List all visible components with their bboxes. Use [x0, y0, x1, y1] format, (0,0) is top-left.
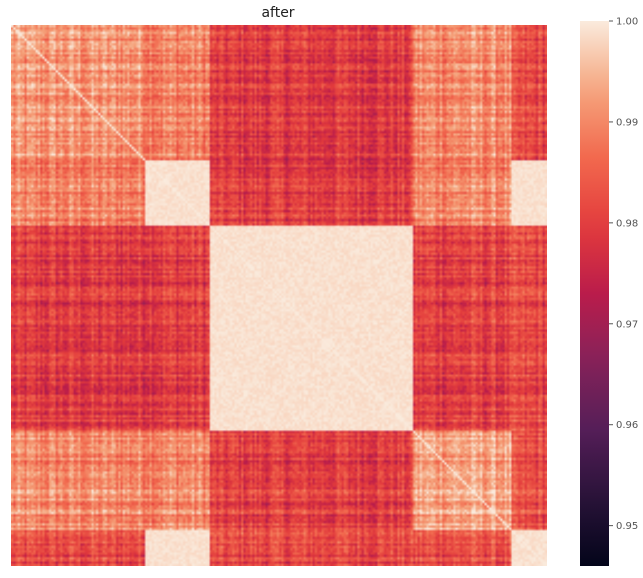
heatmap-matrix: [11, 25, 547, 566]
colorbar-tick-label: 0.99: [616, 117, 638, 128]
colorbar: 0.95 0.96 0.97 0.98 0.99 1.00: [580, 17, 638, 566]
colorbar-tick-label: 0.98: [616, 218, 638, 229]
chart-title: after: [261, 5, 294, 21]
colorbar-tick-label: 0.95: [616, 521, 638, 532]
heatmap-plot-area: [11, 25, 547, 566]
colorbar-tick-label: 0.96: [616, 420, 638, 431]
colorbar-gradient: [580, 21, 609, 566]
colorbar-tick-label: 0.97: [616, 319, 638, 330]
colorbar-tick-label: 1.00: [616, 17, 638, 28]
